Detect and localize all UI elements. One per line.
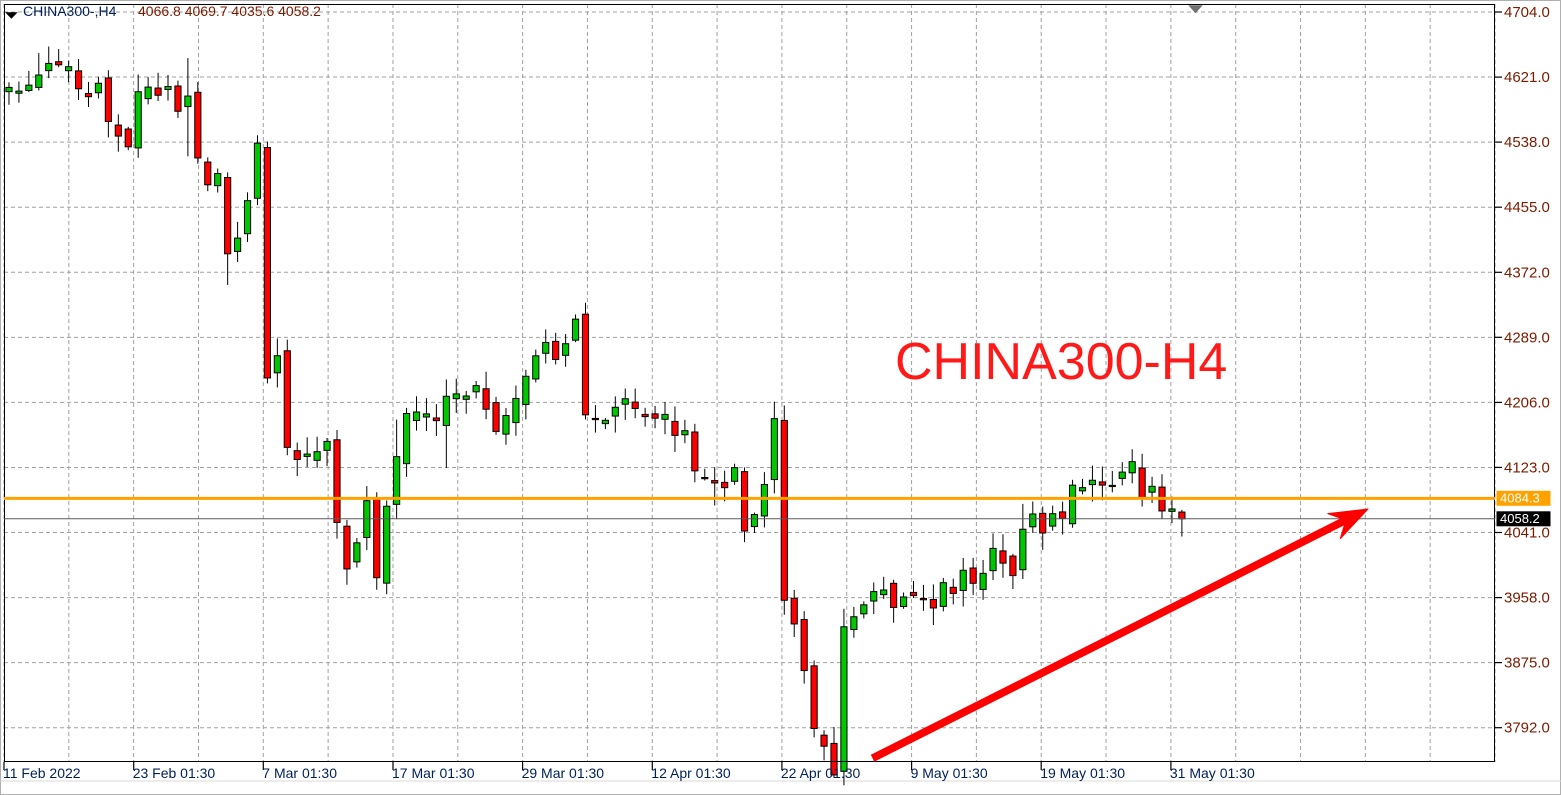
svg-text:4058.2: 4058.2 (1500, 511, 1540, 526)
svg-text:9 May 01:30: 9 May 01:30 (911, 765, 988, 781)
svg-text:22 Apr 01:30: 22 Apr 01:30 (781, 765, 861, 781)
svg-text:4066.8 4069.7 4035.6 4058.2: 4066.8 4069.7 4035.6 4058.2 (138, 3, 321, 19)
svg-text:11 Feb 2022: 11 Feb 2022 (3, 765, 81, 781)
svg-text:12 Apr 01:30: 12 Apr 01:30 (651, 765, 731, 781)
svg-text:4538.0: 4538.0 (1504, 134, 1550, 151)
svg-text:4621.0: 4621.0 (1504, 69, 1550, 86)
svg-text:CHINA300-H4: CHINA300-H4 (895, 333, 1227, 391)
svg-text:4123.0: 4123.0 (1504, 459, 1550, 476)
svg-text:CHINA300-,H4: CHINA300-,H4 (23, 3, 117, 19)
svg-text:23 Feb 01:30: 23 Feb 01:30 (133, 765, 216, 781)
svg-text:29 Mar 01:30: 29 Mar 01:30 (522, 765, 605, 781)
svg-text:3958.0: 3958.0 (1504, 590, 1550, 607)
svg-text:4704.0: 4704.0 (1504, 4, 1550, 21)
svg-text:4084.3: 4084.3 (1500, 491, 1540, 506)
svg-text:19 May 01:30: 19 May 01:30 (1040, 765, 1125, 781)
svg-text:31 May 01:30: 31 May 01:30 (1170, 765, 1255, 781)
svg-text:3792.0: 3792.0 (1504, 720, 1550, 737)
svg-text:7 Mar 01:30: 7 Mar 01:30 (262, 765, 337, 781)
svg-text:17 Mar 01:30: 17 Mar 01:30 (392, 765, 475, 781)
svg-text:4041.0: 4041.0 (1504, 525, 1550, 542)
svg-text:3875.0: 3875.0 (1504, 655, 1550, 672)
svg-text:4289.0: 4289.0 (1504, 329, 1550, 346)
svg-text:4372.0: 4372.0 (1504, 264, 1550, 281)
svg-text:4206.0: 4206.0 (1504, 394, 1550, 411)
svg-text:4455.0: 4455.0 (1504, 199, 1550, 216)
